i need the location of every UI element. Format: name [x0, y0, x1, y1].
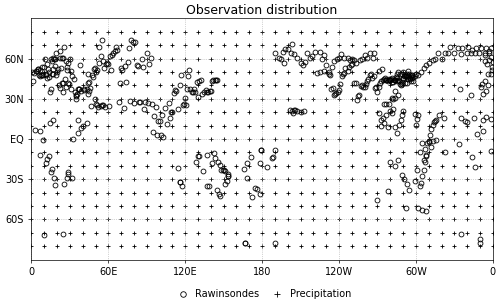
Legend: Rawinsondes, Precipitation: Rawinsondes, Precipitation [169, 285, 355, 303]
Title: Observation distribution: Observation distribution [186, 4, 338, 17]
